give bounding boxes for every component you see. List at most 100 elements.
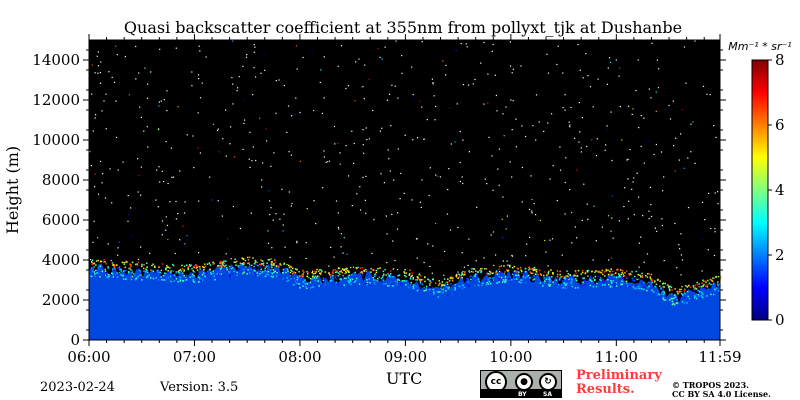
noise-dot	[544, 239, 546, 242]
noise-dot	[618, 75, 620, 77]
layer-point	[329, 274, 332, 276]
layer-point	[332, 272, 334, 274]
noise-dot	[396, 228, 399, 230]
layer-point	[711, 279, 713, 281]
noise-dot	[266, 265, 268, 267]
layer-point	[122, 271, 124, 273]
layer-point	[570, 279, 573, 281]
noise-dot	[146, 126, 148, 128]
preliminary-notice: Preliminary Results.	[576, 369, 662, 397]
layer-point	[231, 273, 234, 275]
noise-dot	[607, 215, 610, 217]
layer-point	[113, 269, 115, 272]
noise-dot	[437, 175, 439, 177]
layer-point	[324, 271, 326, 273]
y-tick-label: 8000	[42, 171, 80, 189]
layer-point	[253, 266, 256, 269]
layer-point	[361, 272, 364, 274]
noise-dot	[628, 105, 630, 107]
layer-point	[262, 263, 264, 265]
layer-point	[697, 293, 699, 296]
layer-point	[244, 266, 246, 269]
layer-point	[455, 276, 458, 278]
layer-point	[440, 287, 442, 290]
layer-point	[662, 293, 664, 296]
layer-point	[503, 265, 505, 267]
noise-dot	[198, 252, 200, 254]
noise-dot	[296, 240, 298, 242]
layer-point	[315, 276, 318, 279]
layer-point	[717, 275, 720, 278]
layer-point	[254, 261, 257, 264]
layer-point	[201, 274, 204, 276]
noise-dot	[416, 238, 418, 240]
noise-dot	[147, 146, 149, 148]
noise-dot	[444, 250, 446, 253]
noise-dot	[579, 69, 581, 71]
noise-dot	[640, 236, 642, 238]
layer-point	[295, 276, 297, 278]
layer-point	[592, 281, 595, 283]
x-tick-label: 11:59	[698, 348, 741, 366]
noise-dot	[713, 254, 716, 257]
layer-point	[170, 273, 172, 275]
layer-point	[628, 283, 631, 286]
colorbar-tick-label: 8	[775, 51, 785, 69]
layer-point	[131, 261, 134, 264]
noise-dot	[174, 252, 176, 255]
layer-point	[348, 274, 351, 276]
noise-dot	[505, 106, 507, 108]
cc-strip	[481, 389, 561, 397]
layer-point	[448, 286, 451, 288]
layer-point	[242, 272, 244, 275]
noise-dot	[115, 100, 117, 102]
noise-dot	[543, 130, 545, 132]
layer-point	[500, 272, 503, 274]
layer-point	[441, 283, 443, 285]
layer-point	[529, 271, 531, 273]
noise-dot	[171, 176, 173, 178]
layer-point	[561, 284, 563, 287]
noise-dot	[163, 99, 165, 101]
noise-dot	[491, 155, 493, 157]
noise-dot	[683, 46, 686, 48]
layer-point	[571, 285, 573, 288]
layer-point	[318, 269, 321, 271]
noise-dot	[551, 113, 553, 115]
noise-dot	[650, 97, 652, 99]
noise-dot	[198, 45, 200, 47]
noise-dot	[271, 247, 273, 249]
layer-point	[374, 283, 376, 285]
layer-point	[570, 281, 573, 283]
y-tick-label: 10000	[32, 131, 80, 149]
noise-dot	[619, 106, 621, 108]
layer-point	[222, 264, 224, 266]
noise-dot	[172, 176, 175, 178]
layer-point	[550, 269, 552, 271]
layer-point	[689, 300, 691, 303]
layer-point	[417, 277, 420, 280]
noise-dot	[288, 151, 290, 153]
layer-point	[241, 267, 244, 269]
noise-dot	[512, 100, 514, 102]
noise-dot	[535, 139, 537, 141]
layer-point	[532, 272, 534, 275]
noise-dot	[397, 269, 399, 271]
layer-point	[327, 284, 330, 286]
cc-license-badge[interactable]: cc ● ↻ BY SA	[480, 370, 562, 398]
noise-dot	[410, 276, 412, 278]
layer-point	[118, 266, 121, 268]
layer-point	[609, 274, 611, 276]
layer-point	[270, 266, 273, 268]
noise-dot	[610, 111, 612, 113]
noise-dot	[628, 200, 630, 202]
noise-dot	[158, 128, 160, 130]
layer-point	[685, 285, 687, 287]
layer-point	[351, 274, 353, 276]
layer-point	[345, 271, 347, 274]
noise-dot	[146, 97, 149, 99]
noise-dot	[715, 136, 717, 138]
layer-point	[443, 278, 446, 280]
noise-dot	[117, 169, 119, 171]
noise-dot	[582, 77, 584, 79]
